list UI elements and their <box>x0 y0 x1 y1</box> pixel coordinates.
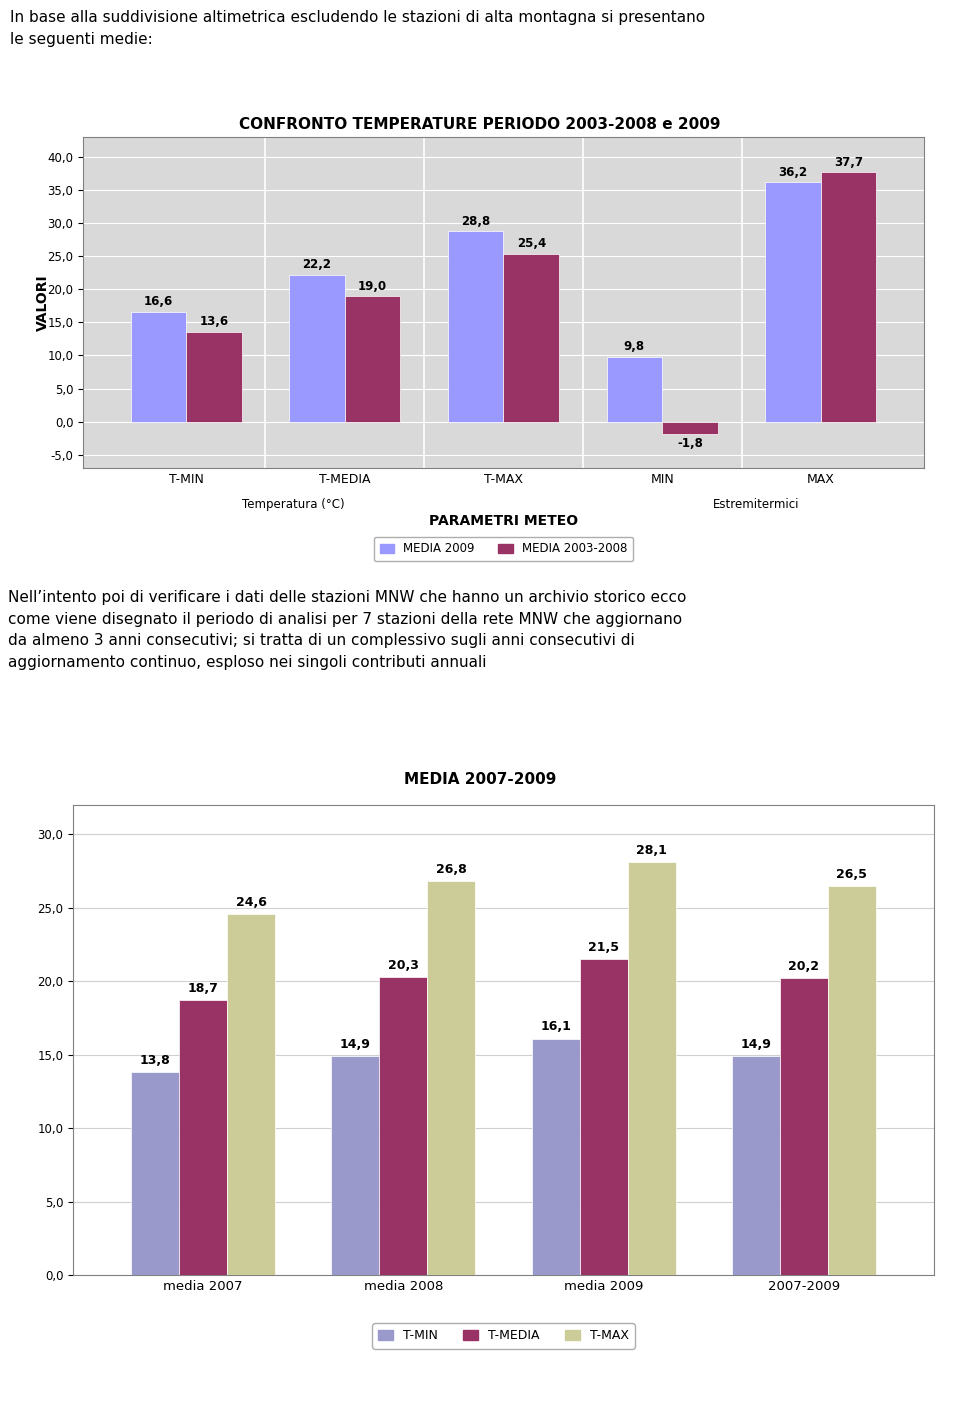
Text: 20,3: 20,3 <box>388 959 419 972</box>
Bar <box>379 977 427 1275</box>
Text: 14,9: 14,9 <box>340 1038 371 1052</box>
Bar <box>821 172 876 422</box>
Text: Temperatura (°C): Temperatura (°C) <box>242 498 345 510</box>
Text: 26,5: 26,5 <box>836 868 867 880</box>
Text: 36,2: 36,2 <box>779 166 807 179</box>
Text: 26,8: 26,8 <box>436 863 467 876</box>
Text: MEDIA 2007-2009: MEDIA 2007-2009 <box>404 772 556 787</box>
Text: 37,7: 37,7 <box>834 156 863 169</box>
Bar <box>132 1073 180 1275</box>
Text: 25,4: 25,4 <box>516 238 546 250</box>
Bar <box>289 274 345 422</box>
Text: CONFRONTO TEMPERATURE PERIODO 2003-2008 e 2009
PARZIALE: CONFRONTO TEMPERATURE PERIODO 2003-2008 … <box>239 117 721 152</box>
Text: 16,1: 16,1 <box>540 1021 571 1033</box>
Text: 9,8: 9,8 <box>624 340 645 353</box>
Text: 22,2: 22,2 <box>302 259 331 271</box>
Legend: MEDIA 2009, MEDIA 2003-2008: MEDIA 2009, MEDIA 2003-2008 <box>373 537 634 561</box>
Bar <box>345 295 400 422</box>
Bar <box>131 312 186 422</box>
Text: 20,2: 20,2 <box>788 960 819 973</box>
Text: 16,6: 16,6 <box>144 295 173 308</box>
Text: 28,1: 28,1 <box>636 844 667 858</box>
Text: 19,0: 19,0 <box>358 280 387 292</box>
Bar <box>186 332 242 422</box>
Bar <box>780 979 828 1275</box>
Text: -1,8: -1,8 <box>677 437 703 450</box>
Bar <box>427 882 475 1275</box>
Text: 21,5: 21,5 <box>588 941 619 955</box>
Text: Nell’intento poi di verificare i dati delle stazioni MNW che hanno un archivio s: Nell’intento poi di verificare i dati de… <box>8 591 686 669</box>
Bar <box>662 422 718 433</box>
Y-axis label: VALORI: VALORI <box>36 274 50 330</box>
Legend: T-MIN, T-MEDIA, T-MAX: T-MIN, T-MEDIA, T-MAX <box>372 1323 635 1348</box>
Text: Estremitermici: Estremitermici <box>712 498 799 510</box>
Text: 14,9: 14,9 <box>740 1038 771 1052</box>
Bar <box>228 914 276 1275</box>
Text: 24,6: 24,6 <box>236 896 267 908</box>
Bar <box>828 886 876 1275</box>
Text: 18,7: 18,7 <box>188 983 219 995</box>
Bar <box>331 1056 379 1275</box>
Text: PARAMETRI METEO: PARAMETRI METEO <box>429 515 578 529</box>
Bar <box>628 862 676 1275</box>
Bar <box>732 1056 780 1275</box>
Text: 13,6: 13,6 <box>200 315 228 329</box>
Text: 28,8: 28,8 <box>461 215 491 228</box>
Text: In base alla suddivisione altimetrica escludendo le stazioni di alta montagna si: In base alla suddivisione altimetrica es… <box>10 10 705 46</box>
Bar <box>503 253 559 422</box>
Bar <box>607 357 662 422</box>
Text: 13,8: 13,8 <box>140 1054 171 1067</box>
Bar <box>532 1039 580 1275</box>
Bar <box>580 959 628 1275</box>
Bar <box>180 1000 228 1275</box>
Bar <box>448 231 503 422</box>
Bar <box>765 181 821 422</box>
